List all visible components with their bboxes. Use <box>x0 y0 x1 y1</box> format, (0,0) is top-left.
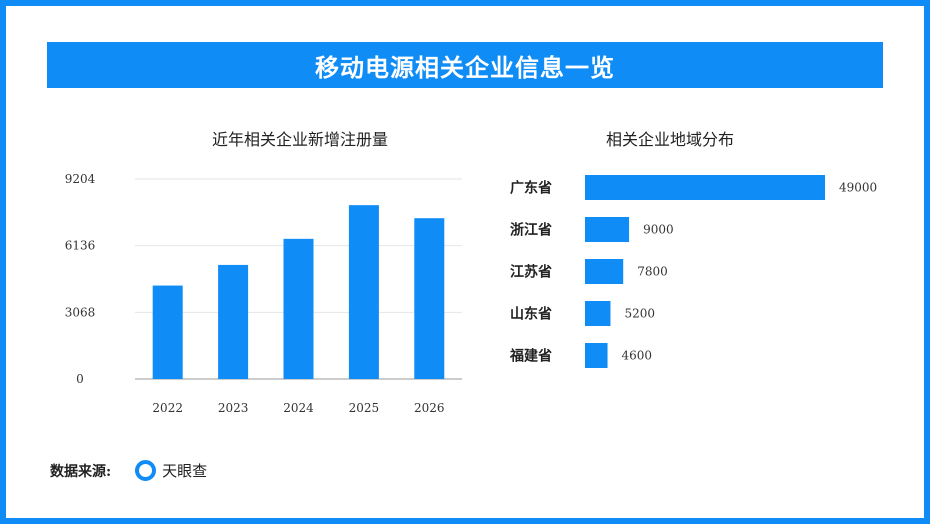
value-label: 9000 <box>643 223 674 237</box>
ring-icon <box>135 460 157 481</box>
y-tick-label: 9204 <box>65 172 96 186</box>
page-title: 移动电源相关企业信息一览 <box>47 42 883 88</box>
bar <box>414 218 445 379</box>
x-tick-label: 2026 <box>414 401 445 415</box>
category-label: 广东省 <box>510 180 552 197</box>
bar <box>585 175 825 200</box>
y-tick-label: 3068 <box>65 305 96 319</box>
value-label: 7800 <box>637 265 668 279</box>
data-source-name: 天眼查 <box>162 462 208 480</box>
bar <box>152 285 183 379</box>
value-label: 5200 <box>624 307 655 321</box>
bar <box>585 259 624 284</box>
y-tick-label: 0 <box>76 372 84 386</box>
category-label: 江苏省 <box>510 264 552 281</box>
data-source-footer: 数据来源: 天眼查 <box>50 460 207 481</box>
bar <box>348 205 379 379</box>
bar <box>283 238 314 379</box>
x-tick-label: 2022 <box>152 401 183 415</box>
category-label: 浙江省 <box>510 222 552 239</box>
x-tick-label: 2024 <box>283 401 314 415</box>
value-label: 4600 <box>622 349 653 363</box>
category-label: 山东省 <box>510 306 552 323</box>
bar <box>585 301 611 326</box>
y-tick-label: 6136 <box>65 239 96 253</box>
bar <box>585 217 630 242</box>
x-tick-label: 2025 <box>349 401 380 415</box>
bar <box>218 264 249 379</box>
bar <box>585 343 608 368</box>
horizontal-chart-title: 相关企业地域分布 <box>605 130 734 149</box>
data-source-label: 数据来源: <box>50 463 112 480</box>
vertical-chart-title: 近年相关企业新增注册量 <box>211 130 388 149</box>
x-tick-label: 2023 <box>218 401 249 415</box>
value-label: 49000 <box>839 181 877 195</box>
category-label: 福建省 <box>509 348 552 365</box>
